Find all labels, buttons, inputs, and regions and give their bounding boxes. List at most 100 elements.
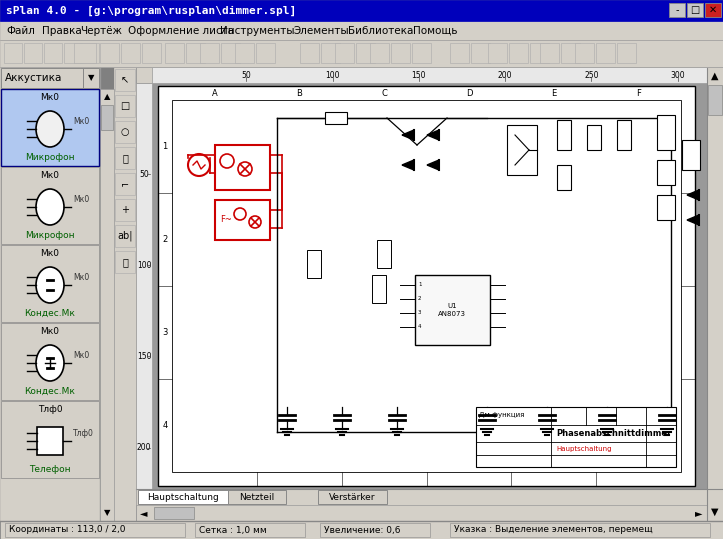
Text: Правка: Правка <box>42 25 82 36</box>
Bar <box>412 43 431 63</box>
Text: Файл: Файл <box>6 25 35 36</box>
Text: 4: 4 <box>163 421 168 430</box>
Polygon shape <box>687 190 699 200</box>
Text: 50: 50 <box>241 71 251 79</box>
Text: Hauptschaltung: Hauptschaltung <box>556 446 612 452</box>
Bar <box>657 115 675 150</box>
Bar <box>37 427 63 455</box>
Bar <box>471 43 490 63</box>
Text: Указка : Выделение элементов, перемещ: Указка : Выделение элементов, перемещ <box>454 526 653 535</box>
Text: Мк0: Мк0 <box>73 350 89 360</box>
Bar <box>0 521 723 539</box>
Bar <box>657 160 675 185</box>
Bar <box>154 507 194 519</box>
Bar <box>707 67 723 521</box>
Text: Netzteil: Netzteil <box>239 493 275 501</box>
Bar <box>100 89 114 521</box>
Text: Инструменты: Инструменты <box>220 25 294 36</box>
Bar <box>682 140 700 170</box>
Ellipse shape <box>36 111 64 147</box>
Text: B: B <box>296 88 302 98</box>
Bar <box>136 505 707 521</box>
Text: Библиотека: Библиотека <box>348 25 414 36</box>
Text: Координаты : 113,0 / 2,0: Координаты : 113,0 / 2,0 <box>9 526 126 535</box>
Text: ▼: ▼ <box>711 507 719 517</box>
Bar <box>24 43 42 63</box>
Bar <box>509 43 528 63</box>
Bar <box>221 43 240 63</box>
Text: Мк0: Мк0 <box>40 250 59 259</box>
Bar <box>708 85 722 115</box>
Bar <box>0 0 723 21</box>
Bar <box>215 145 270 190</box>
Text: E: E <box>551 88 557 98</box>
Bar <box>83 68 99 88</box>
Text: Verstärker: Verstärker <box>329 493 376 501</box>
Bar <box>307 250 321 278</box>
Bar <box>617 43 636 63</box>
Bar <box>450 43 469 63</box>
Bar <box>1 167 99 244</box>
Text: ↖: ↖ <box>121 75 129 85</box>
Bar <box>136 83 152 489</box>
Text: 200: 200 <box>498 71 513 79</box>
Text: Сетка : 1,0 мм: Сетка : 1,0 мм <box>199 526 267 535</box>
Bar <box>100 43 119 63</box>
Text: Чертёж: Чертёж <box>80 25 122 36</box>
Text: 250: 250 <box>584 71 599 79</box>
Bar <box>142 43 161 63</box>
Bar <box>596 43 615 63</box>
Text: Телефон: Телефон <box>29 465 71 473</box>
Text: U1
AN8073: U1 AN8073 <box>438 303 466 316</box>
Bar <box>450 523 710 537</box>
Bar <box>488 43 507 63</box>
Text: F: F <box>636 88 641 98</box>
Bar <box>321 43 340 63</box>
Text: ▲: ▲ <box>711 71 719 81</box>
Bar <box>372 275 386 303</box>
Bar <box>0 67 100 521</box>
Text: A: A <box>212 88 218 98</box>
Bar <box>335 43 354 63</box>
Bar <box>121 43 140 63</box>
Text: Кондес.Мк: Кондес.Мк <box>25 386 75 396</box>
Polygon shape <box>402 130 414 140</box>
Text: Кондес.Мк: Кондес.Мк <box>25 308 75 317</box>
Text: □: □ <box>120 101 129 111</box>
Bar <box>114 67 136 521</box>
Bar <box>64 43 82 63</box>
Bar <box>476 407 676 467</box>
Bar <box>587 125 601 150</box>
Bar <box>377 240 391 268</box>
Bar <box>561 43 580 63</box>
Bar <box>115 69 135 91</box>
Polygon shape <box>427 160 439 170</box>
Ellipse shape <box>36 189 64 225</box>
Bar <box>318 490 387 504</box>
Bar <box>74 43 96 63</box>
Text: Оформление листа: Оформление листа <box>128 25 234 36</box>
Text: Hauptschaltung: Hauptschaltung <box>147 493 219 501</box>
Text: Phasenabschnittdimmer: Phasenabschnittdimmer <box>556 429 672 438</box>
Text: ▲: ▲ <box>103 93 110 101</box>
Bar <box>136 67 707 83</box>
Text: Аккустика: Аккустика <box>5 73 62 83</box>
Text: 🔍: 🔍 <box>122 257 128 267</box>
Bar <box>557 165 571 190</box>
Text: 100: 100 <box>137 261 151 270</box>
Bar <box>115 95 135 117</box>
Bar <box>138 490 229 504</box>
Bar <box>115 251 135 273</box>
Text: 4: 4 <box>418 324 422 329</box>
Text: 1: 1 <box>418 282 422 287</box>
Bar <box>530 43 549 63</box>
Bar <box>115 121 135 143</box>
Polygon shape <box>687 215 699 225</box>
Text: F~: F~ <box>220 216 232 225</box>
Text: Мк0: Мк0 <box>40 171 59 181</box>
Bar <box>1 401 99 478</box>
Text: Увеличение: 0,6: Увеличение: 0,6 <box>324 526 401 535</box>
Text: Мк0: Мк0 <box>40 328 59 336</box>
Text: sPlan 4.0 - [g:\program\rusplan\dimmer.spl]: sPlan 4.0 - [g:\program\rusplan\dimmer.s… <box>6 5 296 16</box>
Bar <box>256 43 275 63</box>
